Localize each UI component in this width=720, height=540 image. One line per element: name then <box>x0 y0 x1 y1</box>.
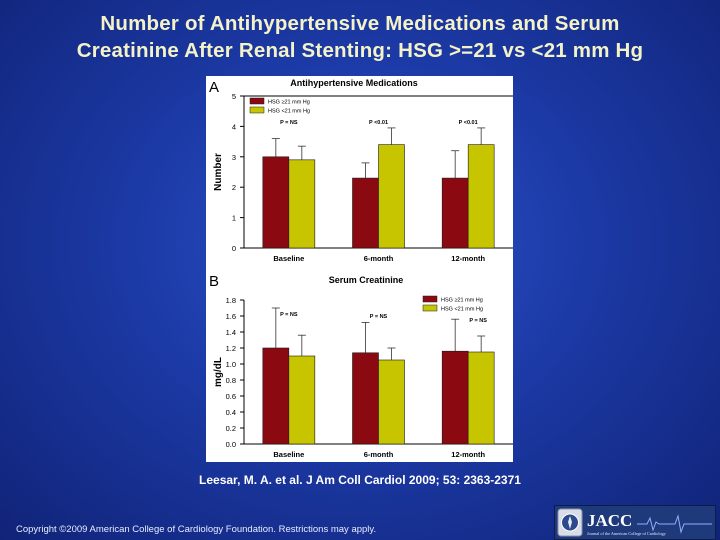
y-axis-label: Number <box>213 153 224 191</box>
copyright-notice: Copyright ©2009 American College of Card… <box>16 524 377 535</box>
y-tick-label: 2 <box>232 183 236 192</box>
y-tick-label: 0.2 <box>226 424 236 433</box>
bar-hsg-ge21 <box>441 177 469 249</box>
y-tick-label: 0.8 <box>226 376 236 385</box>
figure-panel: A Antihypertensive Medications Number 0 1 2 3 4… <box>206 76 513 462</box>
jacc-logo-text: JACC <box>587 511 632 530</box>
slide-title: Number of Antihypertensive Medications a… <box>0 10 720 64</box>
bar-hsg-lt21 <box>378 144 405 249</box>
p-value-annotation: P = NS <box>280 312 298 318</box>
y-tick-label: 1.4 <box>226 328 236 337</box>
bar-hsg-ge21 <box>262 156 290 249</box>
y-tick-label: 1.0 <box>226 360 236 369</box>
category-label: 6-month <box>364 254 394 263</box>
bar-hsg-ge21 <box>352 352 379 445</box>
bar-charts: A Antihypertensive Medications Number 0 1 2 3 4… <box>209 78 513 459</box>
slide-title-line-2: Creatinine After Renal Stenting: HSG >=2… <box>76 39 644 62</box>
y-tick-label: 0 <box>232 244 236 253</box>
category-label: 12-month <box>451 450 485 459</box>
legend-label: HSG ≥21 mm Hg <box>441 298 483 304</box>
y-tick-label: 1.2 <box>226 344 236 353</box>
chart-title: Antihypertensive Medications <box>290 78 418 88</box>
y-tick-label: 1.8 <box>226 296 236 305</box>
y-tick-label: 1.6 <box>226 312 236 321</box>
p-value-annotation: P = NS <box>370 314 388 320</box>
bar-hsg-lt21 <box>288 159 316 249</box>
y-tick-label: 4 <box>232 122 236 131</box>
jacc-logo: JACC Journal of the American College of … <box>554 505 716 540</box>
y-tick-label: 0.4 <box>226 408 236 417</box>
y-axis-label: mg/dL <box>213 357 224 387</box>
bar-hsg-lt21 <box>288 355 316 445</box>
bar-hsg-lt21 <box>467 351 495 445</box>
legend-swatch <box>422 295 438 303</box>
panel-label: B <box>209 273 219 290</box>
panel-label: A <box>209 79 219 96</box>
legend-label: HSG ≥21 mm Hg <box>268 100 310 106</box>
category-label: Baseline <box>273 450 304 459</box>
y-tick-label: 0.0 <box>226 440 236 449</box>
slide-title-line-1: Number of Antihypertensive Medications a… <box>100 12 620 35</box>
jacc-logo-subtext: Journal of the American College of Cardi… <box>587 531 667 536</box>
legend-swatch <box>422 304 438 312</box>
category-label: Baseline <box>273 254 304 263</box>
y-tick-label: 3 <box>232 153 236 162</box>
bar-hsg-ge21 <box>262 347 290 445</box>
legend-label: HSG <21 mm Hg <box>441 307 483 313</box>
p-value-annotation: P = NS <box>280 120 298 126</box>
chart-title: Serum Creatinine <box>329 275 404 285</box>
category-label: 12-month <box>451 254 485 263</box>
citation: Leesar, M. A. et al. J Am Coll Cardiol 2… <box>199 473 521 487</box>
y-tick-label: 5 <box>232 92 236 101</box>
y-tick-label: 0.6 <box>226 392 236 401</box>
bar-hsg-ge21 <box>352 177 379 249</box>
bar-hsg-lt21 <box>467 144 495 249</box>
legend-swatch <box>249 97 265 105</box>
legend-label: HSG <21 mm Hg <box>268 109 310 115</box>
bar-hsg-ge21 <box>441 350 469 445</box>
p-value-annotation: P <0.01 <box>459 120 478 126</box>
y-tick-label: 1 <box>232 214 236 223</box>
legend-swatch <box>249 106 265 114</box>
bar-hsg-lt21 <box>378 359 405 445</box>
p-value-annotation: P <0.01 <box>369 120 388 126</box>
category-label: 6-month <box>364 450 394 459</box>
p-value-annotation: P = NS <box>469 318 487 324</box>
